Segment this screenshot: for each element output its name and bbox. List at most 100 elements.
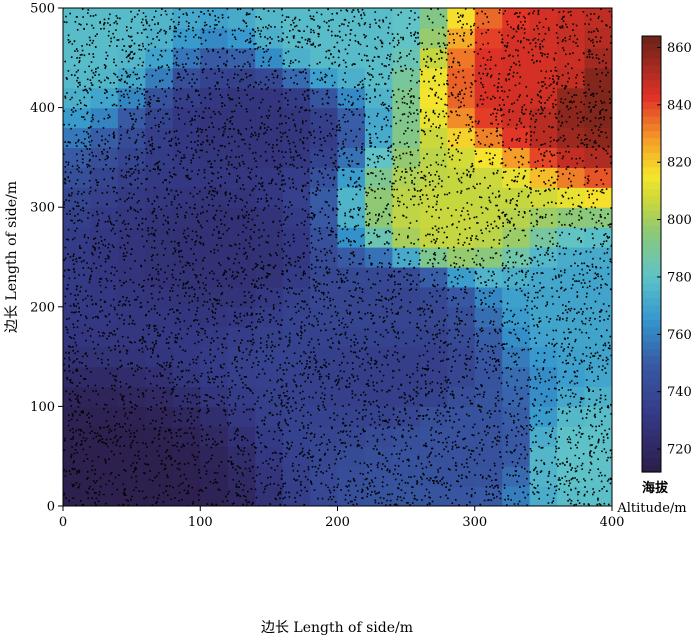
colorbar-tick-label: 760 <box>667 328 692 343</box>
heatmap-cell <box>419 446 448 467</box>
heatmap-cell <box>474 47 503 69</box>
heatmap-cell <box>584 386 612 407</box>
heatmap-cell <box>419 326 448 348</box>
heatmap-cell <box>502 8 531 29</box>
heatmap-cell <box>227 107 256 129</box>
heatmap-cell <box>337 366 366 388</box>
heatmap-cell <box>255 446 284 467</box>
heatmap-cell <box>227 27 256 49</box>
heatmap-cell <box>117 147 146 168</box>
heatmap-cell <box>310 27 339 49</box>
heatmap-cell <box>364 47 393 69</box>
heatmap-cell <box>419 386 448 407</box>
heatmap-cell <box>584 67 612 89</box>
heatmap-cell <box>200 326 229 348</box>
heatmap-cell <box>502 366 531 388</box>
heatmap-cell <box>172 187 201 208</box>
heatmap-cell <box>364 107 393 129</box>
heatmap-cell <box>364 366 393 388</box>
heatmap-cell <box>63 87 92 109</box>
heatmap-cell <box>419 87 448 109</box>
heatmap-cell <box>282 107 311 129</box>
heatmap-cell <box>145 207 174 228</box>
heatmap-cell <box>474 346 503 368</box>
heatmap-cell <box>364 67 393 89</box>
heatmap-cell <box>364 486 393 506</box>
heatmap-cell <box>557 27 586 49</box>
heatmap-cell <box>282 366 311 388</box>
heatmap-cell <box>63 326 92 348</box>
colorbar-band <box>642 457 661 466</box>
heatmap-cell <box>392 426 421 447</box>
heatmap-cell <box>529 207 558 228</box>
heatmap-cell <box>282 47 311 69</box>
heatmap-cell <box>337 466 366 487</box>
heatmap-cell <box>172 87 201 109</box>
colorbar-band <box>642 348 661 357</box>
heatmap-cell <box>529 8 558 29</box>
heatmap-cell <box>282 227 311 248</box>
colorbar-band <box>642 232 661 241</box>
colorbar-band <box>642 392 661 400</box>
heatmap-cell <box>337 346 366 368</box>
heatmap-cell <box>63 346 92 368</box>
heatmap-cell <box>90 87 119 109</box>
heatmap-cell <box>282 187 311 208</box>
heatmap-cell <box>172 426 201 447</box>
heatmap-cell <box>584 306 612 328</box>
heatmap-cell <box>447 386 476 407</box>
heatmap-cell <box>227 326 256 348</box>
heatmap-cell <box>117 8 146 29</box>
colorbar-band <box>642 297 661 306</box>
colorbar-tick-label: 720 <box>667 443 692 458</box>
heatmap-cell <box>392 227 421 248</box>
heatmap-cell <box>419 306 448 328</box>
heatmap-cell <box>447 366 476 388</box>
colorbar-band <box>642 304 661 313</box>
x-tick-label: 300 <box>462 515 487 530</box>
x-tick-label: 400 <box>600 515 625 530</box>
heatmap-cell <box>392 286 421 308</box>
heatmap-cell <box>117 207 146 228</box>
heatmap-cell <box>419 286 448 308</box>
heatmap-cell <box>172 406 201 427</box>
heatmap-cell <box>172 227 201 248</box>
heatmap-cell <box>227 366 256 388</box>
heatmap-cell <box>310 466 339 487</box>
heatmap-cell <box>227 67 256 89</box>
x-axis: 0 100 200 300 400 <box>59 506 625 530</box>
colorbar-band <box>642 94 661 102</box>
heatmap-cell <box>282 406 311 427</box>
heatmap-cell <box>529 187 558 208</box>
heatmap-cell <box>310 366 339 388</box>
heatmap-cell <box>557 8 586 29</box>
heatmap-cell <box>200 187 229 208</box>
heatmap-cell <box>227 8 256 29</box>
heatmap-cell <box>227 187 256 208</box>
colorbar-ticks: 720 740 760 780 800 820 840 860 <box>657 41 692 458</box>
heatmap-cell <box>419 426 448 447</box>
y-tick-label: 400 <box>30 101 55 116</box>
heatmap-cell <box>392 147 421 168</box>
heatmap-cell <box>172 386 201 407</box>
heatmap-cell <box>255 227 284 248</box>
heatmap-cell <box>145 486 174 506</box>
heatmap-cell <box>310 406 339 427</box>
heatmap-cell <box>419 406 448 427</box>
heatmap-cell <box>90 47 119 69</box>
heatmap-cell <box>200 27 229 49</box>
heatmap-cell <box>117 67 146 89</box>
heatmap-cell <box>392 466 421 487</box>
heatmap-cell <box>447 446 476 467</box>
heatmap-cell <box>584 207 612 228</box>
colorbar-band <box>642 370 661 379</box>
heatmap-cell <box>392 346 421 368</box>
colorbar-band <box>642 210 661 219</box>
heatmap-cell <box>90 227 119 248</box>
heatmap-cell <box>227 47 256 69</box>
heatmap-cell <box>172 207 201 228</box>
heatmap-cell <box>584 486 612 506</box>
heatmap-cell <box>145 167 174 188</box>
heatmap-cell <box>557 266 586 288</box>
